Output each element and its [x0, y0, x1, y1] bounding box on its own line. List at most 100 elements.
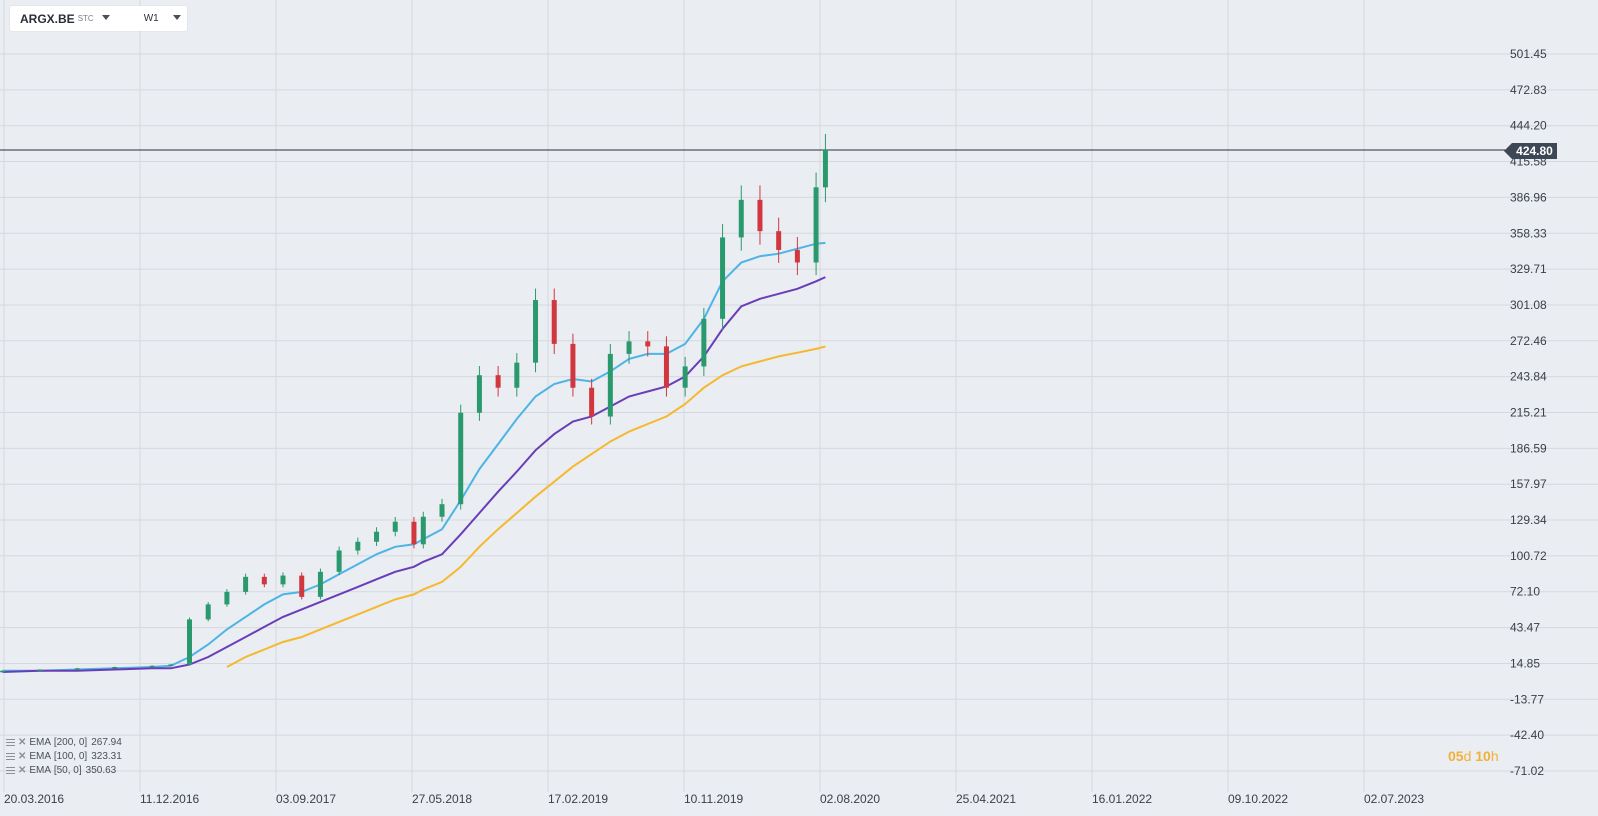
y-tick-label: 72.10 — [1510, 585, 1540, 599]
candle-body — [299, 575, 305, 597]
x-tick-label: 16.01.2022 — [1092, 792, 1152, 806]
candle-body — [168, 664, 174, 667]
y-tick-label: 215.21 — [1510, 406, 1547, 420]
legend-value: 350.63 — [85, 764, 117, 776]
candle-body — [514, 362, 520, 388]
settings-icon[interactable] — [6, 766, 15, 774]
candle-body — [280, 575, 286, 585]
settings-icon[interactable] — [6, 752, 15, 760]
symbol-name[interactable]: ARGX.BE — [20, 11, 75, 26]
x-tick-label: 02.07.2023 — [1364, 792, 1424, 806]
legend-label: EMA — [29, 764, 52, 776]
candle-body — [261, 576, 267, 585]
candle-body — [645, 341, 651, 347]
candle-body — [411, 521, 417, 545]
candle-body — [663, 346, 669, 388]
candle-body — [149, 665, 155, 668]
candle-body — [374, 531, 380, 542]
chart-toolbar: ARGX.BE STC W1 — [10, 6, 187, 31]
countdown-hours-unit: h — [1490, 748, 1499, 764]
y-tick-label: 157.97 — [1510, 477, 1547, 491]
candle-body — [74, 668, 80, 670]
candle-body — [355, 541, 361, 551]
x-tick-label: 09.10.2022 — [1228, 792, 1288, 806]
y-tick-label: 358.33 — [1510, 226, 1547, 240]
ema-line — [226, 345, 826, 668]
candle-body — [813, 187, 819, 263]
candle-body — [439, 504, 445, 517]
y-tick-label: 186.59 — [1510, 441, 1547, 455]
candle-body — [757, 199, 763, 232]
candle-body — [533, 300, 539, 363]
candle-body — [720, 237, 726, 319]
settings-icon[interactable] — [6, 738, 15, 746]
legend-value: 323.31 — [91, 750, 122, 762]
y-tick-label: -71.02 — [1510, 764, 1544, 778]
y-tick-label: 329.71 — [1510, 262, 1547, 276]
legend-label: EMA — [29, 736, 52, 748]
close-icon[interactable]: ✕ — [18, 764, 27, 776]
y-tick-label: 444.20 — [1510, 119, 1547, 133]
candle-body — [243, 576, 249, 592]
chevron-down-icon[interactable] — [101, 14, 110, 20]
candle-body — [701, 318, 707, 367]
y-tick-label: 301.08 — [1510, 298, 1547, 312]
current-price-tag: 424.80 — [1504, 143, 1557, 159]
x-tick-label: 27.05.2018 — [412, 792, 472, 806]
countdown-days: 05 — [1448, 748, 1464, 764]
y-tick-label: 272.46 — [1510, 334, 1547, 348]
y-tick-label: 14.85 — [1510, 656, 1540, 670]
legend-row-ema-100: ✕ EMA [100, 0] 323.31 — [6, 749, 122, 763]
candle-body — [776, 231, 782, 250]
candle-body — [187, 619, 193, 665]
legend-params: [200, 0] — [53, 736, 88, 748]
chevron-down-icon[interactable] — [172, 14, 181, 20]
exchange-label: STC — [77, 14, 94, 23]
candle-body — [822, 150, 828, 188]
close-icon[interactable]: ✕ — [18, 736, 27, 748]
y-tick-label: -42.40 — [1510, 728, 1544, 742]
y-tick-label: 386.96 — [1510, 190, 1547, 204]
x-tick-label: 02.08.2020 — [820, 792, 880, 806]
legend-row-ema-200: ✕ EMA [200, 0] 267.94 — [6, 735, 122, 749]
candle-body — [458, 412, 464, 505]
x-tick-label: 17.02.2019 — [548, 792, 608, 806]
candle-body — [336, 550, 342, 572]
indicator-legend: ✕ EMA [200, 0] 267.94 ✕ EMA [100, 0] 323… — [6, 735, 122, 777]
x-tick-label: 25.04.2021 — [956, 792, 1016, 806]
candle-body — [392, 521, 398, 532]
candle-body — [112, 667, 118, 669]
x-tick-label: 20.03.2016 — [4, 792, 64, 806]
y-tick-label: 243.84 — [1510, 370, 1547, 384]
candle-body — [205, 604, 211, 620]
countdown-days-unit: d — [1463, 748, 1472, 764]
ema-line — [2, 241, 826, 672]
candle-body — [589, 387, 595, 417]
x-tick-label: 10.11.2019 — [684, 792, 743, 806]
x-tick-label: 03.09.2017 — [276, 792, 336, 806]
legend-params: [50, 0] — [53, 764, 82, 776]
y-tick-label: 129.34 — [1510, 513, 1547, 527]
legend-params: [100, 0] — [53, 750, 88, 762]
y-tick-label: -13.77 — [1510, 692, 1544, 706]
candle-body — [317, 571, 323, 597]
candle-body — [420, 516, 426, 545]
candle-body — [794, 249, 800, 263]
legend-row-ema-50: ✕ EMA [50, 0] 350.63 — [6, 763, 122, 777]
candle-body — [607, 353, 613, 417]
candle-body — [0, 670, 5, 673]
y-tick-label: 472.83 — [1510, 83, 1547, 97]
candle-body — [224, 591, 230, 605]
candle-body — [37, 669, 43, 672]
y-tick-label: 43.47 — [1510, 621, 1540, 635]
y-tick-label: 100.72 — [1510, 549, 1547, 563]
candle-body — [626, 341, 632, 354]
x-tick-label: 11.12.2016 — [140, 792, 199, 806]
interval-selector[interactable]: W1 — [143, 13, 159, 24]
candle-body — [738, 199, 744, 238]
candle-body — [476, 375, 482, 413]
close-icon[interactable]: ✕ — [18, 750, 27, 762]
legend-value: 267.94 — [91, 736, 122, 748]
candle-countdown: 05d 10h — [1448, 748, 1499, 764]
